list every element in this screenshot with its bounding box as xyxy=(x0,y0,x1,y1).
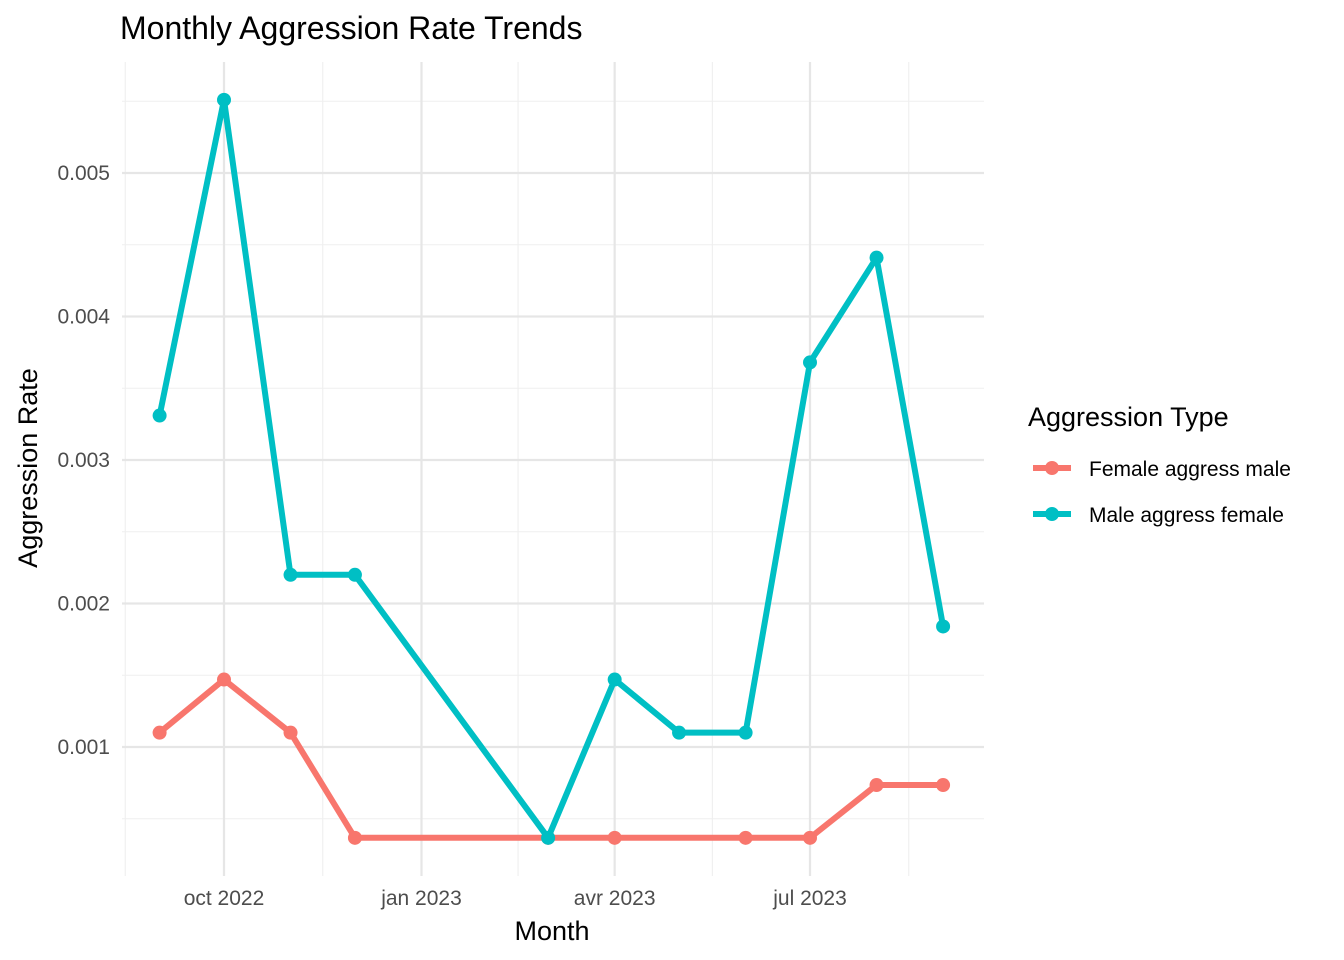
series-1 xyxy=(152,92,951,845)
legend-title: Aggression Type xyxy=(1028,402,1229,432)
x-axis-ticks: oct 2022 jan 2023 avr 2023 jul 2023 xyxy=(184,887,847,910)
legend: Aggression Type Female aggress male Male … xyxy=(1028,402,1291,527)
data-point xyxy=(869,250,884,265)
data-point xyxy=(152,725,167,740)
y-tick-label: 0.004 xyxy=(57,306,110,329)
data-point xyxy=(607,830,622,845)
data-point xyxy=(217,672,231,687)
data-point xyxy=(738,830,753,845)
x-tick-label: avr 2023 xyxy=(574,887,656,910)
series-line xyxy=(156,96,947,841)
y-tick-label: 0.001 xyxy=(57,736,110,759)
series-layer xyxy=(152,92,951,845)
y-tick-label: 0.003 xyxy=(57,449,110,472)
legend-items: Female aggress male Male aggress female xyxy=(1033,458,1291,527)
data-point xyxy=(738,725,753,740)
legend-label: Female aggress male xyxy=(1089,458,1291,481)
x-tick-label: jan 2023 xyxy=(380,887,462,910)
data-point xyxy=(347,567,362,582)
data-point xyxy=(217,92,231,107)
legend-item: Male aggress female xyxy=(1033,504,1284,527)
legend-item: Female aggress male xyxy=(1033,458,1291,481)
y-tick-label: 0.005 xyxy=(57,162,110,185)
x-axis-title: Month xyxy=(514,916,589,946)
data-point xyxy=(283,567,298,582)
data-point xyxy=(283,725,298,740)
x-tick-label: jul 2023 xyxy=(772,887,847,910)
series-line xyxy=(157,676,944,841)
data-point xyxy=(936,778,951,793)
legend-key-point xyxy=(1045,507,1059,521)
data-point xyxy=(152,408,167,423)
grid xyxy=(122,62,984,876)
data-point xyxy=(869,778,884,793)
data-point xyxy=(803,355,817,370)
y-axis-title: Aggression Rate xyxy=(13,368,43,568)
chart-title: Monthly Aggression Rate Trends xyxy=(120,10,582,46)
data-point xyxy=(607,672,622,687)
data-point xyxy=(541,830,556,845)
legend-label: Male aggress female xyxy=(1089,504,1284,527)
data-point xyxy=(803,830,817,845)
legend-key-point xyxy=(1045,461,1059,475)
y-tick-label: 0.002 xyxy=(57,593,110,616)
data-point xyxy=(936,619,951,634)
x-tick-label: oct 2022 xyxy=(184,887,265,910)
data-point xyxy=(347,830,362,845)
y-axis-ticks: 0.001 0.002 0.003 0.004 0.005 xyxy=(57,162,110,759)
data-point xyxy=(672,725,687,740)
